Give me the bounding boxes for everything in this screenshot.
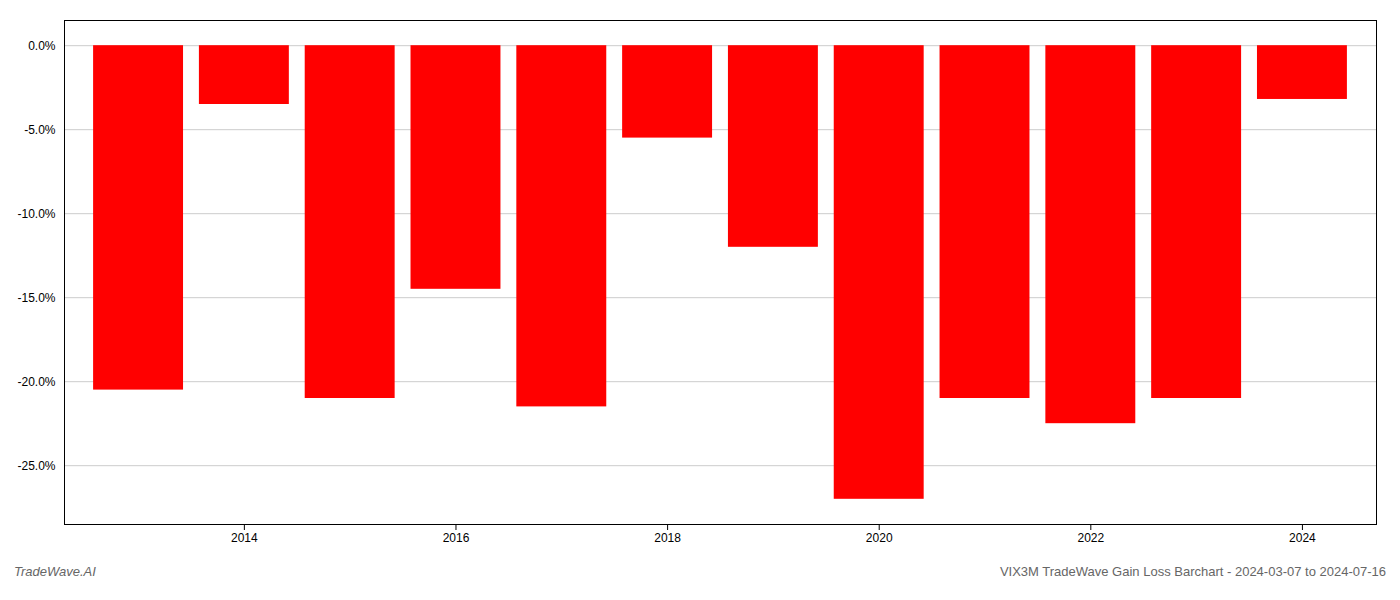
svg-text:-25.0%: -25.0% <box>17 459 55 473</box>
svg-text:0.0%: 0.0% <box>28 39 56 53</box>
svg-text:2014: 2014 <box>231 531 258 545</box>
svg-text:2018: 2018 <box>654 531 681 545</box>
svg-text:2024: 2024 <box>1289 531 1316 545</box>
svg-text:2022: 2022 <box>1077 531 1104 545</box>
svg-text:-5.0%: -5.0% <box>24 123 56 137</box>
svg-text:-15.0%: -15.0% <box>17 291 55 305</box>
svg-text:-10.0%: -10.0% <box>17 207 55 221</box>
html-text:TradeWave.AI: TradeWave.AI <box>14 564 96 579</box>
svg-text:2016: 2016 <box>443 531 470 545</box>
svg-text:-20.0%: -20.0% <box>17 375 55 389</box>
svg-text:2020: 2020 <box>866 531 893 545</box>
html-text:VIX3M TradeWave Gain Loss Barc: VIX3M TradeWave Gain Loss Barchart - 202… <box>999 564 1386 579</box>
